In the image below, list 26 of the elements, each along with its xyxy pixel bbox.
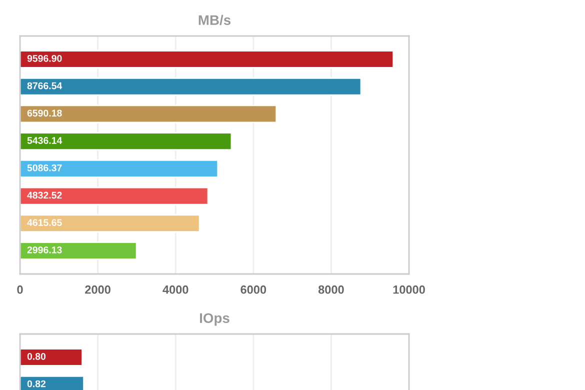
x-tick-label: 8000 [318, 285, 344, 294]
bar [20, 104, 278, 124]
data-label: 8766.54 [27, 82, 62, 90]
data-label: 4832.52 [27, 192, 62, 199]
bar [20, 132, 232, 150]
data-label: 4615.65 [27, 219, 62, 226]
bar [20, 214, 200, 233]
bar [20, 50, 394, 68]
data-label: 5436.14 [27, 137, 62, 144]
data-label: 0.82 [27, 380, 46, 388]
data-label: 9596.90 [27, 54, 62, 62]
x-tick-label: 10000 [393, 285, 425, 294]
x-tick-label: 0 [17, 285, 23, 294]
x-tick-label: 4000 [162, 285, 188, 294]
data-label: 0.80 [27, 352, 46, 360]
bar [20, 242, 138, 260]
data-label: 6590.18 [27, 110, 62, 117]
bar [20, 160, 219, 178]
bar [20, 77, 362, 96]
data-label: 2996.13 [27, 246, 62, 254]
data-label: 5086.37 [27, 164, 62, 172]
bar [20, 186, 209, 206]
x-tick-label: 6000 [240, 285, 266, 294]
x-tick-label: 2000 [85, 285, 110, 294]
chart-title: MB/s [198, 14, 231, 26]
chart-title: IOps [200, 313, 230, 326]
